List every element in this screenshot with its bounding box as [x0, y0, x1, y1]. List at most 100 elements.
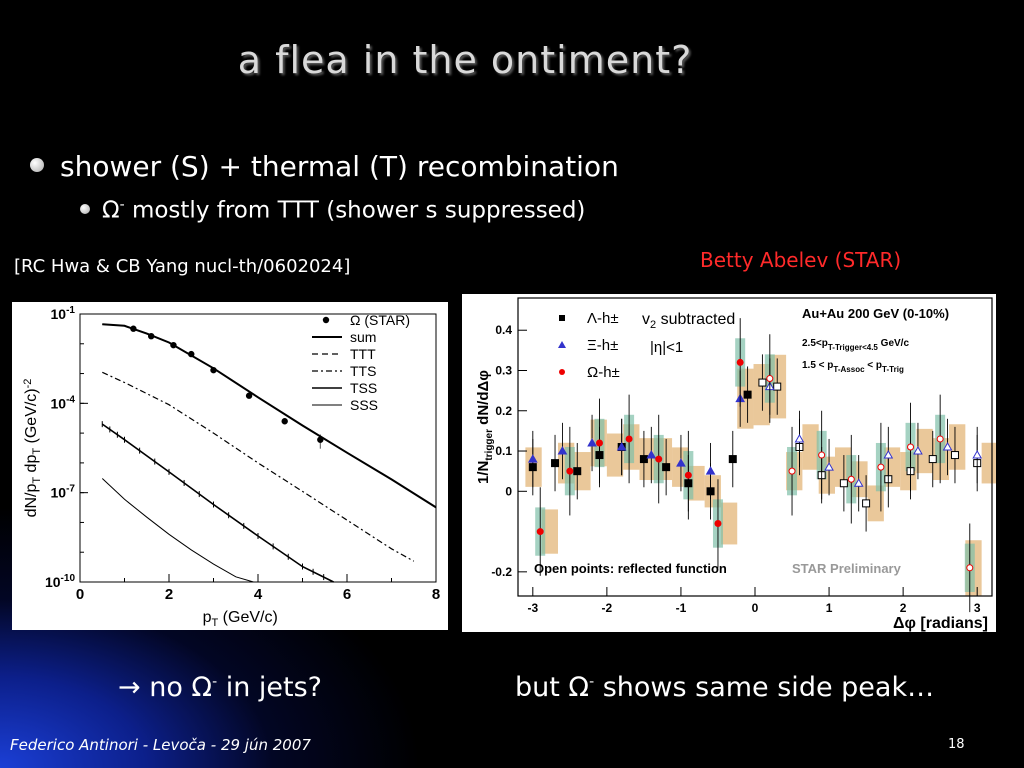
pt-spectrum-chart: 0 2 4 6 8 10-1 10-4 10-7 10-10 pT (GeV/c) dN/pT dp… — [22, 305, 440, 629]
data-point-xi — [646, 450, 657, 459]
bullet-text: shower (S) + thermal (T) recombination — [60, 150, 619, 183]
bottom-note-text: but — [515, 672, 569, 703]
y-tick-label: 0.1 — [495, 444, 512, 458]
y-tick-label: 0.2 — [495, 404, 512, 418]
data-point-lambda — [950, 451, 959, 460]
bottom-note-text: shows same side peak… — [594, 672, 935, 703]
data-point-omega — [625, 435, 633, 443]
data-point-lambda — [928, 455, 937, 464]
legend-symbol — [559, 369, 565, 375]
page-number: 18 — [948, 737, 965, 752]
x-tick-label: 2 — [165, 586, 173, 603]
data-point-xi — [853, 478, 864, 487]
systematic-band — [541, 509, 558, 554]
data-point-lambda — [862, 499, 871, 508]
omega-symbol: Ω — [191, 672, 213, 703]
systematic-band — [720, 502, 738, 545]
systematic-band — [916, 428, 933, 474]
data-point-xi — [883, 450, 894, 459]
bottom-note-no-omega: → no Ω- in jets? — [118, 672, 322, 703]
data-point-omega — [788, 467, 796, 475]
data-point-xi — [942, 441, 953, 451]
data-point-lambda — [551, 459, 560, 468]
y-tick-label: 10-10 — [45, 573, 75, 590]
footnote-preliminary: STAR Preliminary — [792, 561, 902, 576]
omega-charge: - — [589, 674, 595, 690]
omega-symbol: Ω — [568, 672, 590, 703]
plot-frame — [79, 313, 437, 583]
data-point-xi — [557, 446, 568, 455]
data-point-omega — [595, 439, 603, 447]
y-tick-label: -0.2 — [491, 565, 512, 579]
data-point-omega — [907, 443, 915, 451]
data-point-lambda — [573, 467, 582, 476]
legend-label: TSS — [350, 380, 377, 396]
omega-charge: - — [212, 674, 218, 690]
sub-bullet-omega: Ω- mostly from TTT (shower s suppressed) — [80, 197, 585, 224]
bullet-dot-icon — [80, 204, 90, 215]
systematic-band — [949, 424, 966, 470]
cut-trigger: 2.5<pT-Trigger<4.5 GeV/c — [802, 338, 909, 352]
legend-symbol — [558, 341, 566, 348]
reference-abelev: Betty Abelev (STAR) — [700, 248, 902, 272]
y-axis-label: 1/Ntrigger dN/dΔφ — [475, 370, 495, 484]
systematic-band — [867, 485, 884, 522]
cut-assoc: 1.5 < pT-Assoc < pT-Trig — [802, 360, 904, 374]
legend-note-eta: |η|<1 — [650, 339, 683, 356]
data-point-omega — [966, 564, 974, 572]
x-axis-label: pT (GeV/c) — [203, 609, 278, 629]
legend-label: TTS — [350, 363, 376, 379]
data-point — [281, 418, 288, 425]
data-point-omega — [536, 528, 544, 536]
y-tick-label: 0 — [505, 484, 512, 498]
left-chart-panel: 0 2 4 6 8 10-1 10-4 10-7 10-10 pT (GeV/c) dN/pT dp… — [12, 302, 448, 630]
y-tick-label: 10-1 — [51, 305, 76, 322]
data-point-omega — [736, 358, 744, 366]
slide-title: a flea in the ontiment? — [237, 38, 693, 82]
x-tick-label: -2 — [602, 601, 613, 615]
y-tick-label: 10-4 — [51, 394, 76, 411]
data-point-lambda — [662, 463, 671, 472]
data-point-omega — [684, 471, 692, 479]
bottom-note-same-side: but Ω- shows same side peak… — [515, 672, 934, 703]
series-line-ttt — [102, 323, 437, 508]
data-point-omega — [766, 375, 774, 383]
arrow-right-icon: → — [118, 672, 141, 703]
data-point-xi — [616, 441, 627, 451]
footer-author: Federico Antinori - Levoča - 29 jún 2007 — [10, 736, 311, 754]
legend-label: Ω (STAR) — [350, 312, 410, 328]
systematic-band — [802, 424, 819, 470]
omega-charge: - — [119, 197, 125, 213]
data-point — [245, 392, 253, 399]
sub-bullet-text: mostly from TTT (shower s suppressed) — [124, 197, 586, 224]
data-point-lambda — [728, 455, 737, 464]
x-tick-label: -1 — [676, 601, 687, 615]
data-point-omega — [566, 467, 574, 475]
data-point-omega — [714, 520, 722, 528]
data-point-lambda — [743, 390, 752, 399]
right-chart-panel: -3 -2 -1 0 1 2 3 -0.2 0 0.1 0.2 0.3 0.4 Δφ [radians] 1… — [462, 294, 998, 632]
footnote-reflected: Open points: reflected function — [534, 561, 727, 576]
legend-label: Ω-h± — [587, 364, 620, 381]
header-collision: Au+Au 200 GeV (0-10%) — [802, 306, 949, 321]
x-tick-label: 6 — [343, 586, 351, 603]
data-point-lambda — [773, 382, 782, 391]
systematic-band — [606, 433, 624, 477]
x-tick-label: 3 — [974, 601, 981, 615]
systematic-band — [574, 452, 591, 491]
legend-symbol — [559, 315, 565, 321]
x-tick-label: 2 — [900, 601, 907, 615]
data-point-omega — [847, 475, 855, 483]
x-tick-label: 0 — [76, 586, 84, 603]
y-tick-label: 0.4 — [495, 323, 512, 337]
data-point-lambda — [639, 455, 648, 464]
data-point-lambda — [839, 479, 848, 488]
data-point-xi — [587, 437, 597, 447]
data-point-xi — [705, 466, 716, 475]
y-axis-label: dN/pT dpT (GeV/c)-2 — [22, 379, 43, 518]
systematic-band — [981, 442, 998, 484]
data-point-xi — [794, 433, 805, 443]
x-tick-label: 8 — [432, 586, 440, 603]
legend-label: Λ-h± — [587, 310, 619, 327]
legend-label: SSS — [350, 397, 378, 413]
